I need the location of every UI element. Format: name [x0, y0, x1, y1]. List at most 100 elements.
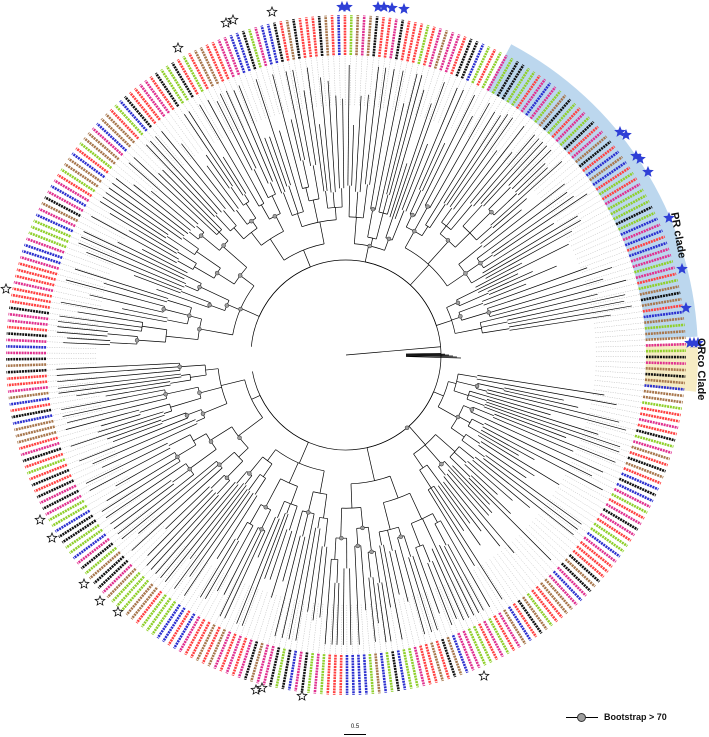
branch — [404, 230, 415, 248]
branch-arc — [244, 379, 263, 418]
branch — [440, 483, 471, 524]
tip-label — [638, 278, 678, 291]
bootstrap-node — [455, 414, 461, 420]
guide-line — [47, 377, 98, 382]
tip-label — [624, 229, 663, 247]
bootstrap-node — [198, 233, 204, 238]
guide-line — [127, 526, 165, 561]
branch — [447, 273, 466, 287]
bootstrap-node — [339, 535, 344, 541]
bootstrap-node — [184, 413, 190, 418]
guide-line — [564, 208, 609, 234]
tip-label — [21, 249, 61, 265]
branch — [206, 165, 239, 209]
bootstrap-node — [474, 383, 480, 389]
tip-label — [526, 592, 553, 627]
tip-label — [93, 555, 125, 585]
tip-label — [360, 15, 366, 56]
branch — [57, 321, 119, 329]
branch — [133, 275, 181, 294]
branch — [433, 485, 439, 494]
tip-label — [111, 571, 141, 603]
branch — [438, 485, 481, 546]
tip-label — [642, 395, 683, 404]
branch — [76, 381, 171, 397]
branch — [129, 230, 179, 260]
guide-line — [480, 102, 508, 145]
branch — [355, 191, 359, 218]
branch — [480, 319, 493, 323]
branch — [194, 463, 220, 486]
tip-label — [621, 472, 659, 491]
guide-line — [508, 544, 542, 584]
branch — [432, 513, 438, 523]
guide-line — [420, 68, 436, 117]
guide-line — [68, 450, 116, 471]
tip-label — [394, 19, 405, 60]
bootstrap-node — [207, 302, 212, 308]
branch — [419, 469, 432, 489]
branch — [409, 190, 422, 215]
tip-label — [640, 291, 681, 302]
black-star-icon — [112, 605, 124, 617]
guide-line — [254, 69, 271, 117]
bootstrap-node — [445, 238, 451, 243]
branch — [340, 508, 342, 539]
guide-line — [48, 386, 99, 394]
guide-line — [48, 318, 98, 326]
branch — [105, 468, 179, 519]
tip-label — [7, 380, 48, 387]
branch — [184, 114, 233, 187]
bootstrap-legend: Bootstrap > 70 — [566, 712, 667, 722]
tip-label — [7, 325, 48, 332]
tip-label — [262, 645, 275, 686]
tip-label — [160, 68, 185, 104]
branch — [464, 464, 498, 495]
guide-line — [592, 305, 642, 315]
bootstrap-node — [410, 212, 415, 218]
branch — [170, 379, 191, 384]
branch — [269, 136, 288, 187]
tip-label — [254, 26, 268, 67]
guide-line — [170, 557, 200, 599]
branch — [258, 194, 265, 204]
branch — [271, 530, 293, 598]
tip-label — [349, 15, 353, 56]
guide-line — [249, 70, 266, 119]
tip-label — [534, 90, 562, 123]
branch — [239, 275, 255, 287]
branch — [450, 467, 493, 514]
branch — [386, 73, 418, 195]
branch — [449, 117, 514, 208]
branch — [65, 279, 140, 300]
branch — [507, 300, 625, 325]
tip-label — [486, 54, 508, 92]
branch — [86, 251, 182, 291]
branch — [509, 314, 611, 331]
bootstrap-node — [369, 549, 374, 555]
branch — [477, 435, 560, 486]
guide-line — [591, 403, 641, 414]
branch — [379, 545, 391, 608]
branch — [462, 125, 525, 205]
guide-line — [66, 446, 114, 465]
guide-line — [540, 166, 580, 199]
tip-label — [114, 104, 144, 136]
branch-arc — [453, 373, 459, 391]
tip-label — [292, 18, 301, 59]
branch — [348, 185, 351, 217]
branch — [504, 387, 564, 401]
tip-label — [531, 589, 559, 623]
guide-line — [282, 61, 294, 111]
branch — [216, 272, 235, 285]
guide-line — [229, 585, 250, 632]
branch — [131, 482, 206, 551]
branch — [405, 214, 413, 228]
branch — [189, 449, 217, 470]
branch — [303, 249, 311, 268]
guide-line — [406, 63, 419, 113]
guide-line — [233, 76, 253, 124]
branch — [166, 236, 195, 255]
guide-line — [451, 82, 473, 129]
tip-label — [275, 648, 286, 689]
